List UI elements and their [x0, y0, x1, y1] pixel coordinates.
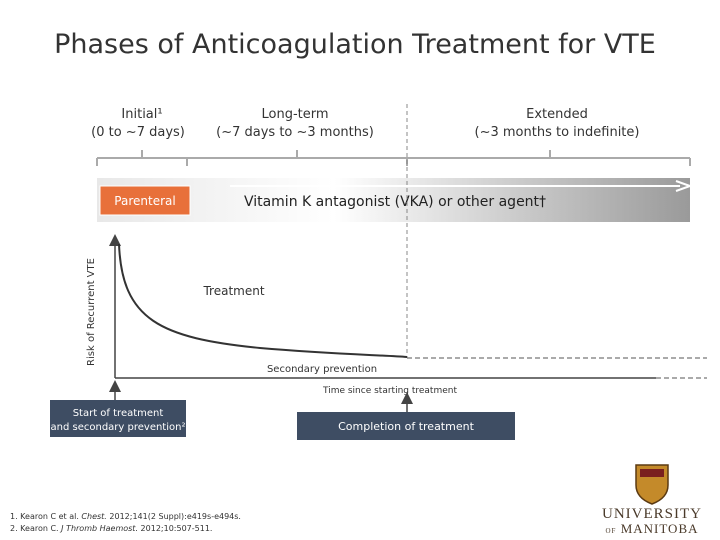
footnote: 1. Kearon C et al. Chest. 2012;141(2 Sup…: [10, 512, 241, 521]
phase-range: (0 to ~7 days): [91, 125, 185, 140]
risk-curve: [118, 243, 408, 358]
footnote: 2. Kearon C. J Thromb Haemost. 2012;10:5…: [10, 524, 212, 533]
logo-line1: UNIVERSITY: [602, 506, 702, 522]
completion-box: [297, 412, 515, 440]
y-axis-label: Risk of Recurrent VTE: [86, 258, 97, 366]
start-box: [50, 400, 186, 437]
journal: J Thromb Haemost.: [59, 524, 138, 533]
citation: 2012;10:507-511.: [141, 524, 213, 533]
treatment-label: Treatment: [202, 284, 264, 298]
phase-name: Long-term: [261, 107, 328, 122]
parenteral: Parenteral: [114, 194, 175, 208]
logo-of: OF: [605, 527, 616, 535]
logo-line2: OF MANITOBA: [605, 521, 698, 536]
footnotes: 1. Kearon C et al. Chest. 2012;141(2 Sup…: [10, 512, 241, 533]
phase-range: (~7 days to ~3 months): [216, 125, 374, 140]
journal: Chest.: [81, 512, 106, 521]
phase-bracket: [96, 150, 691, 166]
completion-text: Completion of treatment: [338, 420, 474, 433]
phase-name: Extended: [526, 107, 588, 122]
start-text: Start of treatment: [73, 408, 164, 419]
authors: 1. Kearon C et al.: [10, 512, 79, 521]
x-axis-label: Time since starting treatment: [322, 386, 457, 396]
bar-arrowhead: [675, 180, 693, 192]
title: Phases of Anticoagulation Treatment for …: [54, 29, 656, 60]
phase-range: (~3 months to indefinite): [475, 125, 640, 140]
logo-manitoba: MANITOBA: [621, 521, 699, 536]
logo: UNIVERSITY OF MANITOBA: [602, 464, 702, 536]
secondary-label: Secondary prevention: [267, 364, 377, 375]
citation: 2012;141(2 Suppl):e419s-e494s.: [109, 512, 241, 521]
start-text: and secondary prevention²: [51, 422, 186, 433]
agent: Vitamin K antagonist (VKA) or other agen…: [244, 194, 546, 210]
authors: 2. Kearon C.: [10, 524, 59, 533]
parenteral-box: [99, 185, 191, 216]
phase-labels: Initial¹ (0 to ~7 days) Long-term (~7 da…: [91, 107, 639, 140]
phase-name: Initial¹: [121, 107, 162, 122]
